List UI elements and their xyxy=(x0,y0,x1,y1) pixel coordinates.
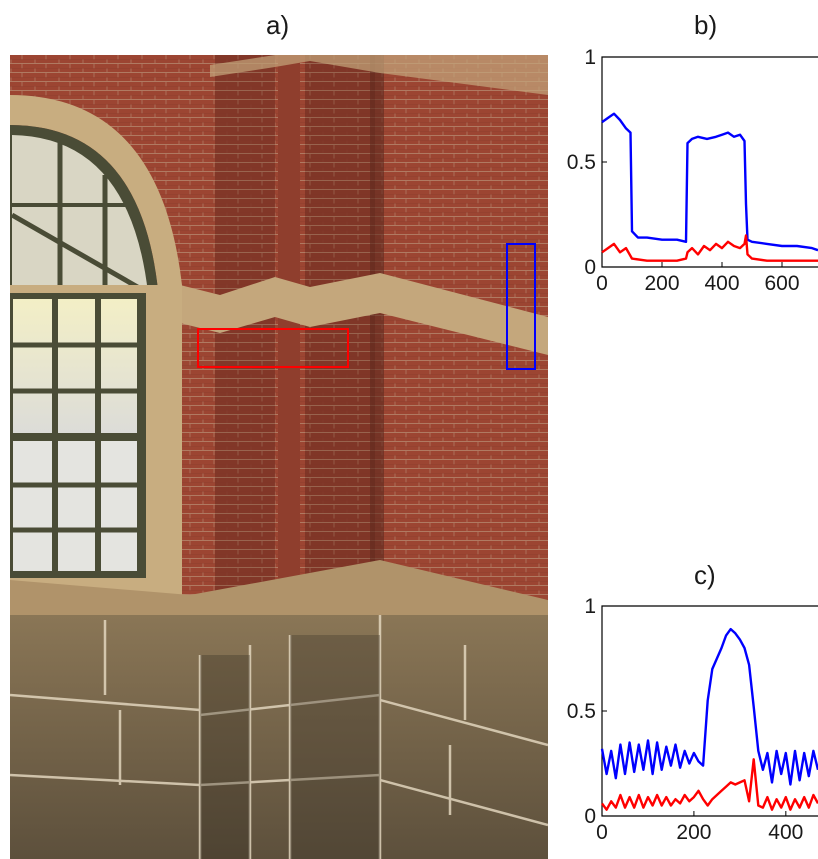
plot-c-series-1 xyxy=(601,758,818,811)
plot-b-ytick-label: 0 xyxy=(584,256,596,279)
plot-c-series-0 xyxy=(600,627,818,786)
plot-b-xtick-label: 600 xyxy=(764,272,799,295)
plot-c-xtick-label: 200 xyxy=(676,821,711,844)
plot-b-series-0 xyxy=(601,112,818,252)
plot-b: 0 200 400 600 0 0.5 1 xyxy=(567,46,818,295)
panel-a-label: a) xyxy=(266,10,290,40)
plot-c-ytick-label: 0.5 xyxy=(567,700,596,723)
plot-b-ytick-label: 1 xyxy=(584,46,596,69)
plot-b-ytick-label: 0.5 xyxy=(567,151,596,174)
blue-region-box xyxy=(506,243,536,370)
plot-c-ytick-label: 1 xyxy=(584,595,596,618)
plot-c-axes-frame xyxy=(601,605,818,817)
plot-c-xtick-label: 400 xyxy=(768,821,803,844)
building-photo xyxy=(10,55,548,859)
red-region-box xyxy=(197,328,349,368)
plot-b-xtick-label: 400 xyxy=(704,272,739,295)
plot-c: 0 200 400 0 0.5 1 xyxy=(567,595,818,844)
panel-b-label: b) xyxy=(694,10,718,40)
plot-b-xtick-label: 200 xyxy=(644,272,679,295)
plot-b-series-1 xyxy=(601,234,818,262)
plot-b-xtick-label: 0 xyxy=(596,272,608,295)
panel-c-label: c) xyxy=(694,560,716,590)
plot-c-xtick-label: 0 xyxy=(596,821,608,844)
plot-c-ytick-label: 0 xyxy=(584,805,596,828)
